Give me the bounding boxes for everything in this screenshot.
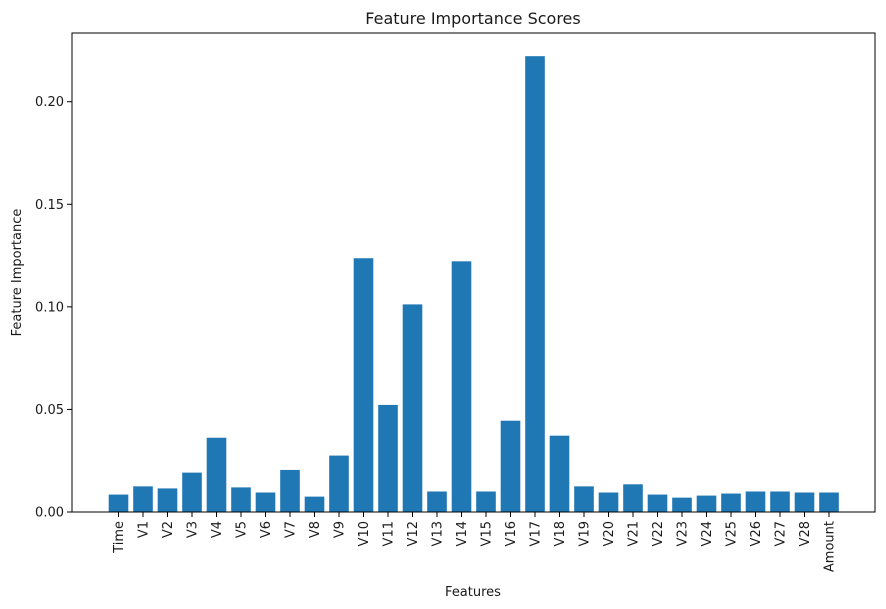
bar-v7 — [280, 469, 300, 512]
x-tick-label: V13 — [431, 521, 446, 546]
bar-v17 — [525, 56, 545, 513]
x-tick-label: V22 — [651, 521, 666, 546]
x-tick-label: V12 — [406, 521, 421, 546]
x-tick-label: V26 — [749, 521, 764, 546]
bars-group — [108, 56, 839, 513]
bar-v13 — [427, 491, 447, 512]
bar-v18 — [549, 435, 570, 512]
bar-v6 — [255, 492, 276, 512]
x-tick-label: V2 — [161, 521, 176, 538]
x-tick-label: V4 — [210, 521, 225, 538]
y-tick-label: 0.20 — [35, 95, 64, 110]
bar-v24 — [696, 495, 717, 512]
bar-v11 — [378, 404, 398, 512]
bar-time — [108, 494, 129, 512]
bar-v27 — [770, 491, 790, 512]
bar-v15 — [476, 491, 496, 512]
x-tick-label: V25 — [725, 521, 740, 546]
x-tick-label: Amount — [823, 521, 838, 572]
y-tick-label: 0.05 — [35, 403, 64, 418]
x-tick-label: V24 — [700, 521, 715, 546]
y-tick-label: 0.10 — [35, 300, 64, 315]
plot-frame — [71, 32, 876, 513]
x-axis-label: Features — [445, 585, 501, 600]
bar-v10 — [353, 258, 374, 512]
x-tick-label: V7 — [284, 521, 299, 538]
x-tick-label: V16 — [504, 521, 519, 546]
x-tick-label: V5 — [235, 521, 250, 538]
bar-v2 — [157, 488, 178, 512]
x-tick-label: Time — [112, 521, 127, 554]
y-tick-label: 0.15 — [35, 198, 64, 213]
bar-v21 — [623, 484, 643, 512]
x-tick-label: V14 — [455, 521, 470, 546]
bar-v12 — [402, 304, 423, 512]
x-tick-label: V11 — [382, 521, 397, 546]
x-tick-label: V17 — [529, 521, 544, 546]
bar-v28 — [794, 492, 815, 512]
x-tick-label: V15 — [480, 521, 495, 546]
bar-v25 — [721, 493, 741, 512]
x-axis-ticks: Time V1 V2 V3 V4 V5 V6 V7 V8 V9 V10 V11 V12 V13 V14 V15… — [112, 512, 838, 572]
y-axis-label: Feature Importance — [10, 209, 25, 337]
bar-v22 — [647, 494, 668, 512]
x-tick-label: V3 — [186, 521, 201, 538]
bar-v4 — [206, 437, 227, 512]
bar-v3 — [182, 472, 202, 512]
bar-v8 — [304, 496, 325, 512]
bar-v19 — [574, 486, 594, 512]
chart-title: Feature Importance Scores — [365, 9, 580, 28]
x-tick-label: V20 — [602, 521, 617, 546]
bar-v9 — [329, 455, 349, 512]
x-tick-label: V19 — [578, 521, 593, 546]
x-tick-label: V18 — [553, 521, 568, 546]
bar-v5 — [231, 487, 251, 512]
x-tick-label: V27 — [774, 521, 789, 546]
x-tick-label: V6 — [259, 521, 274, 538]
bar-amount — [819, 492, 839, 512]
y-axis-ticks: 0.00 0.05 0.10 0.15 0.20 — [35, 95, 72, 521]
bar-v16 — [500, 420, 521, 512]
bar-v14 — [451, 261, 472, 512]
x-tick-label: V1 — [137, 521, 152, 538]
x-tick-label: V23 — [676, 521, 691, 546]
x-tick-label: V21 — [627, 521, 642, 546]
bar-v1 — [133, 486, 153, 512]
bar-v23 — [672, 497, 692, 512]
x-tick-label: V10 — [357, 521, 372, 546]
bar-v26 — [745, 491, 766, 512]
bar-v20 — [598, 492, 619, 512]
y-tick-label: 0.00 — [35, 506, 64, 521]
x-tick-label: V9 — [333, 521, 348, 538]
x-tick-label: V28 — [798, 521, 813, 546]
x-tick-label: V8 — [308, 521, 323, 538]
